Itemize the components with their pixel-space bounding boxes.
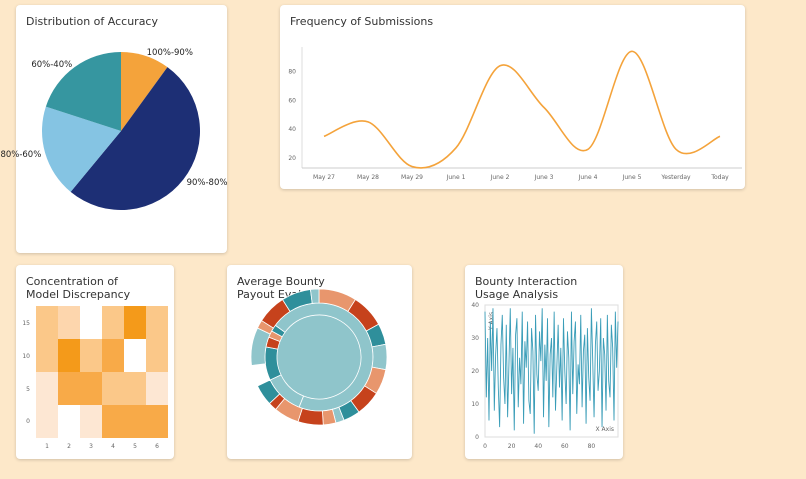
noise-x-tick: 20 <box>508 443 516 450</box>
heatmap-cell <box>124 306 146 339</box>
line-x-tick: Yesterday <box>660 174 691 181</box>
heatmap-cell <box>58 339 80 372</box>
pie-slice <box>121 52 168 131</box>
noise-series-line <box>484 308 619 434</box>
pie-slice <box>42 106 121 192</box>
noise-x-tick: 80 <box>588 443 596 450</box>
pie-slice-label: 100%-90% <box>147 48 193 58</box>
heatmap-cell <box>80 306 102 339</box>
line-x-tick: Today <box>710 174 729 181</box>
line-chart: 20 40 60 80 May 27 May 28 May 29 June 1 June 2 Ju… <box>288 47 742 181</box>
line-y-tick: 60 <box>288 97 296 104</box>
pie-chart-card: Distribution of Accuracy 100%-90% 90%-80%… <box>0 5 228 253</box>
line-y-tick: 40 <box>288 126 296 133</box>
noise-chart-title: Bounty Interaction Usage Analysis <box>475 275 578 301</box>
heatmap-y-tick: 10 <box>22 353 30 360</box>
noise-y-tick: 0 <box>475 434 479 441</box>
sunburst-outer-segment <box>371 343 388 371</box>
pie-slice <box>70 67 201 211</box>
noise-chart-card: Bounty Interaction Usage Analysis 0 10 20 3… <box>465 265 623 459</box>
heatmap-x-tick: 1 <box>45 443 49 450</box>
heatmap-cell <box>124 405 146 438</box>
pie-slice-label: 60%-40% <box>31 60 72 70</box>
line-x-tick: June 1 <box>446 174 466 181</box>
heatmap-cell <box>80 372 102 405</box>
sunburst-outer-segment <box>310 288 320 304</box>
noise-y-tick: 40 <box>471 302 479 309</box>
line-chart-card: Frequency of Submissions 20 40 60 80 May 27 M… <box>280 5 745 189</box>
heatmap-y-tick: 0 <box>26 418 30 425</box>
heatmap-x-tick: 2 <box>67 443 71 450</box>
heatmap-title: Concentration of Model Discrepancy <box>26 275 131 301</box>
heatmap-cell <box>124 339 146 372</box>
heatmap-cell <box>58 372 80 405</box>
heatmap-x-tick: 3 <box>89 443 93 450</box>
noise-y-label: Y Axis <box>488 312 495 331</box>
pie-slice-label: 90%-80% <box>187 178 228 188</box>
heatmap-cell <box>146 339 168 372</box>
line-x-tick: June 5 <box>622 174 642 181</box>
heatmap-x-tick: 4 <box>111 443 115 450</box>
pie-slice <box>45 52 122 131</box>
heatmap-chart: 1 2 3 4 5 6 0 5 10 15 <box>22 306 168 450</box>
noise-x-tick: 0 <box>483 443 487 450</box>
sunburst-card: Average Bounty Payout Evaluation <box>227 265 412 459</box>
heatmap-cell <box>80 339 102 372</box>
heatmap-cell <box>124 372 146 405</box>
heatmap-cell <box>36 405 58 438</box>
noise-x-tick: 40 <box>534 443 542 450</box>
noise-x-label: X Axis <box>596 426 614 433</box>
noise-line-chart: 0 10 20 30 40 0 20 40 60 80 X Axis Y Axis <box>471 302 619 450</box>
line-x-tick: June 4 <box>578 174 598 181</box>
heatmap-cell <box>146 306 168 339</box>
line-x-tick: May 27 <box>313 174 335 181</box>
noise-y-tick: 20 <box>471 368 479 375</box>
noise-x-tick: 60 <box>561 443 569 450</box>
heatmap-cell <box>80 405 102 438</box>
line-chart-title: Frequency of Submissions <box>290 15 434 28</box>
heatmap-card: Concentration of Model Discrepancy 1 2 3 4 5… <box>16 265 174 459</box>
heatmap-cell <box>102 339 124 372</box>
heatmap-cell <box>102 306 124 339</box>
line-x-tick: June 2 <box>490 174 510 181</box>
heatmap-cell <box>102 405 124 438</box>
heatmap-cell <box>146 405 168 438</box>
sunburst-core <box>277 315 361 399</box>
heatmap-y-tick: 15 <box>22 320 30 327</box>
line-y-tick: 20 <box>288 155 296 162</box>
submissions-line <box>323 50 721 169</box>
heatmap-x-tick: 5 <box>133 443 137 450</box>
heatmap-cell <box>36 372 58 405</box>
pie-chart: 100%-90% 90%-80% 80%-60% 60%-40% <box>0 48 228 211</box>
sunburst-chart <box>250 288 388 426</box>
heatmap-cell <box>102 372 124 405</box>
line-y-tick: 80 <box>288 68 296 75</box>
pie-slice-label: 80%-60% <box>0 150 41 160</box>
heatmap-y-tick: 5 <box>26 386 30 393</box>
heatmap-x-tick: 6 <box>155 443 159 450</box>
noise-plot-frame <box>484 304 619 438</box>
line-x-tick: May 28 <box>357 174 379 181</box>
line-x-tick: June 3 <box>534 174 554 181</box>
noise-y-tick: 30 <box>471 335 479 342</box>
noise-y-tick: 10 <box>471 401 479 408</box>
heatmap-cell <box>58 405 80 438</box>
heatmap-cell <box>58 306 80 339</box>
heatmap-cell <box>36 339 58 372</box>
sunburst-outer-segment <box>256 379 281 405</box>
heatmap-cell <box>146 372 168 405</box>
line-x-tick: May 29 <box>401 174 423 181</box>
pie-chart-title: Distribution of Accuracy <box>26 15 158 28</box>
heatmap-cell <box>36 306 58 339</box>
